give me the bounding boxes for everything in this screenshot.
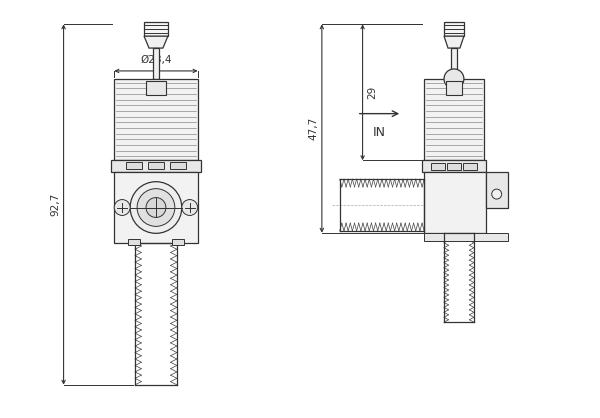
Bar — [144, 22, 168, 36]
Bar — [111, 161, 200, 172]
Bar — [424, 79, 484, 161]
Circle shape — [114, 199, 130, 215]
Bar — [148, 162, 164, 169]
Bar — [146, 81, 166, 95]
Bar — [444, 22, 464, 36]
Bar — [424, 172, 486, 233]
Bar — [153, 48, 159, 79]
Polygon shape — [144, 36, 168, 48]
Text: Ø28,4: Ø28,4 — [140, 55, 172, 65]
Bar — [424, 233, 508, 241]
Polygon shape — [444, 36, 464, 48]
Bar — [170, 162, 186, 169]
Circle shape — [146, 198, 166, 217]
Bar — [486, 172, 508, 208]
Bar — [422, 161, 486, 172]
Circle shape — [444, 69, 464, 89]
Circle shape — [492, 189, 502, 199]
Bar — [126, 162, 142, 169]
Text: IN: IN — [373, 125, 386, 138]
Circle shape — [130, 182, 182, 233]
Bar — [431, 163, 445, 170]
Bar — [451, 48, 457, 79]
Bar — [463, 163, 477, 170]
Circle shape — [137, 189, 175, 227]
Bar — [114, 172, 197, 243]
Bar — [114, 79, 197, 161]
Text: 92,7: 92,7 — [50, 193, 61, 216]
Circle shape — [182, 199, 197, 215]
Bar — [128, 239, 140, 245]
Bar — [446, 81, 462, 95]
Bar — [447, 163, 461, 170]
Text: 47,7: 47,7 — [309, 117, 319, 140]
Bar — [172, 239, 184, 245]
Text: 29: 29 — [368, 86, 377, 99]
